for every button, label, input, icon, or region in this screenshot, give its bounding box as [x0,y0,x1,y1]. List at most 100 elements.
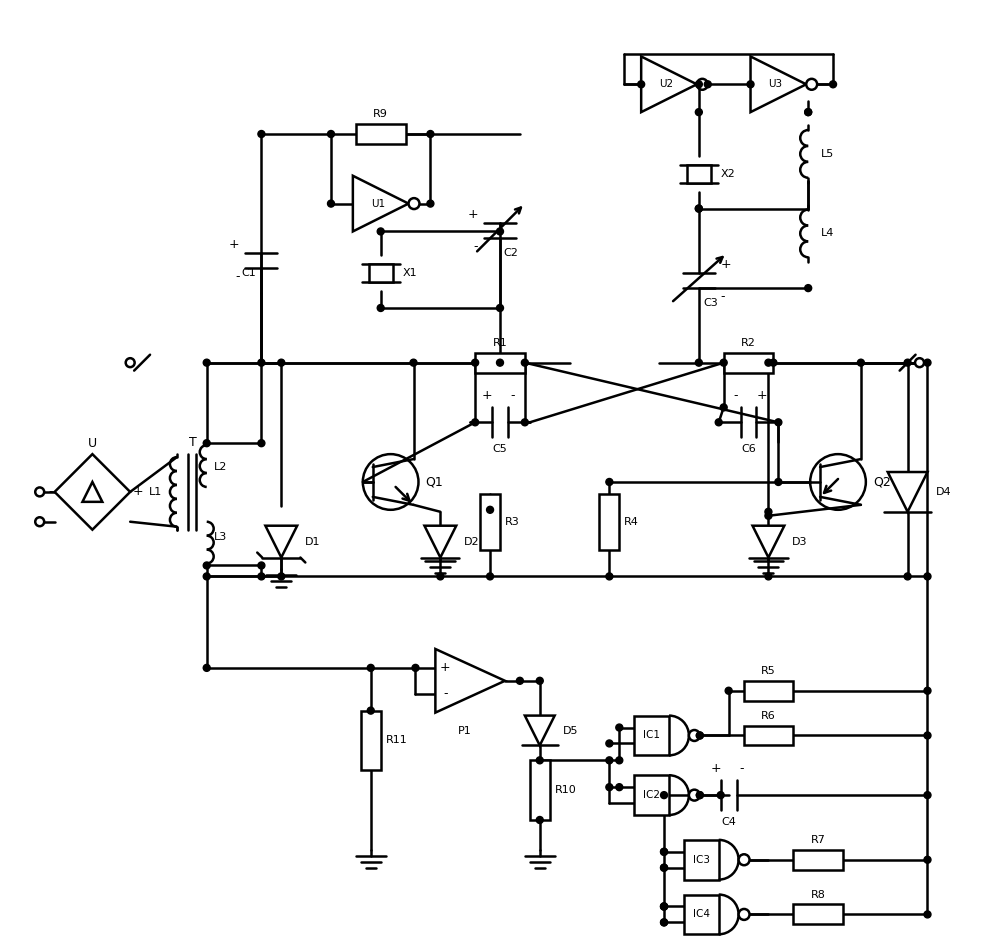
Circle shape [661,919,668,926]
Circle shape [427,200,434,208]
Polygon shape [751,56,806,112]
Circle shape [810,454,866,510]
Text: -: - [443,687,448,701]
Polygon shape [684,840,719,880]
Circle shape [924,687,931,694]
Circle shape [661,919,668,926]
Text: +: + [710,763,721,775]
Polygon shape [55,454,130,529]
Text: L4: L4 [821,228,834,238]
Text: U3: U3 [768,79,782,89]
Polygon shape [634,716,669,755]
Polygon shape [684,895,719,934]
Circle shape [904,359,911,367]
Circle shape [661,864,668,871]
Polygon shape [753,526,784,558]
Circle shape [35,517,44,526]
Circle shape [258,130,265,137]
Text: R9: R9 [373,109,388,119]
Circle shape [521,359,528,367]
Circle shape [661,848,668,855]
Circle shape [689,730,700,741]
Bar [480,494,500,549]
Bar [369,265,393,282]
Circle shape [924,359,931,367]
Circle shape [661,903,668,910]
Circle shape [696,792,703,799]
Circle shape [904,573,911,580]
Circle shape [472,419,479,426]
Circle shape [377,305,384,311]
Circle shape [437,573,444,580]
Circle shape [717,792,724,799]
Text: U1: U1 [371,199,385,208]
Circle shape [606,573,613,580]
Circle shape [363,454,418,510]
Circle shape [765,573,772,580]
Text: IC1: IC1 [643,730,660,741]
Circle shape [739,854,750,865]
Circle shape [606,479,613,486]
Circle shape [521,419,528,426]
Circle shape [616,724,623,731]
Text: D4: D4 [935,486,951,497]
Text: R3: R3 [505,517,520,526]
Circle shape [203,359,210,367]
Circle shape [606,757,613,764]
Circle shape [258,573,265,580]
Circle shape [696,732,703,739]
Text: -: - [48,486,53,499]
Text: L5: L5 [821,149,834,159]
Text: L1: L1 [149,486,162,497]
Text: IC3: IC3 [693,855,710,864]
Circle shape [616,783,623,791]
Polygon shape [265,526,297,558]
Circle shape [924,792,931,799]
Circle shape [661,903,668,910]
Circle shape [806,79,817,89]
Circle shape [377,228,384,235]
Circle shape [203,573,210,580]
Circle shape [689,789,700,801]
Text: IC4: IC4 [693,909,710,920]
Circle shape [765,359,772,367]
Circle shape [695,205,702,212]
Circle shape [747,81,754,88]
Circle shape [924,911,931,918]
Circle shape [805,109,812,115]
Circle shape [258,359,265,367]
Text: R1: R1 [493,338,507,347]
Circle shape [775,419,782,426]
Polygon shape [353,176,409,231]
Circle shape [696,792,703,799]
Text: D2: D2 [464,537,480,546]
Text: P1: P1 [458,725,472,736]
Circle shape [278,573,285,580]
Circle shape [536,817,543,823]
Polygon shape [424,526,456,558]
Polygon shape [82,482,102,502]
Text: R7: R7 [811,835,826,844]
Circle shape [258,440,265,446]
Text: +: + [440,662,451,674]
Text: R6: R6 [761,710,776,721]
Circle shape [704,81,711,88]
Circle shape [126,358,135,367]
Circle shape [367,707,374,714]
Bar [744,725,793,745]
Circle shape [203,440,210,446]
Circle shape [278,359,285,367]
Text: R8: R8 [811,889,826,900]
Text: X1: X1 [403,268,417,278]
Circle shape [661,848,668,855]
Text: Q1: Q1 [425,475,443,488]
Circle shape [606,783,613,791]
Bar [361,710,381,770]
Circle shape [328,130,334,137]
Bar [724,353,773,372]
Circle shape [487,573,494,580]
Text: +: + [482,389,492,403]
Circle shape [725,687,732,694]
Bar [687,165,711,183]
Circle shape [616,757,623,764]
